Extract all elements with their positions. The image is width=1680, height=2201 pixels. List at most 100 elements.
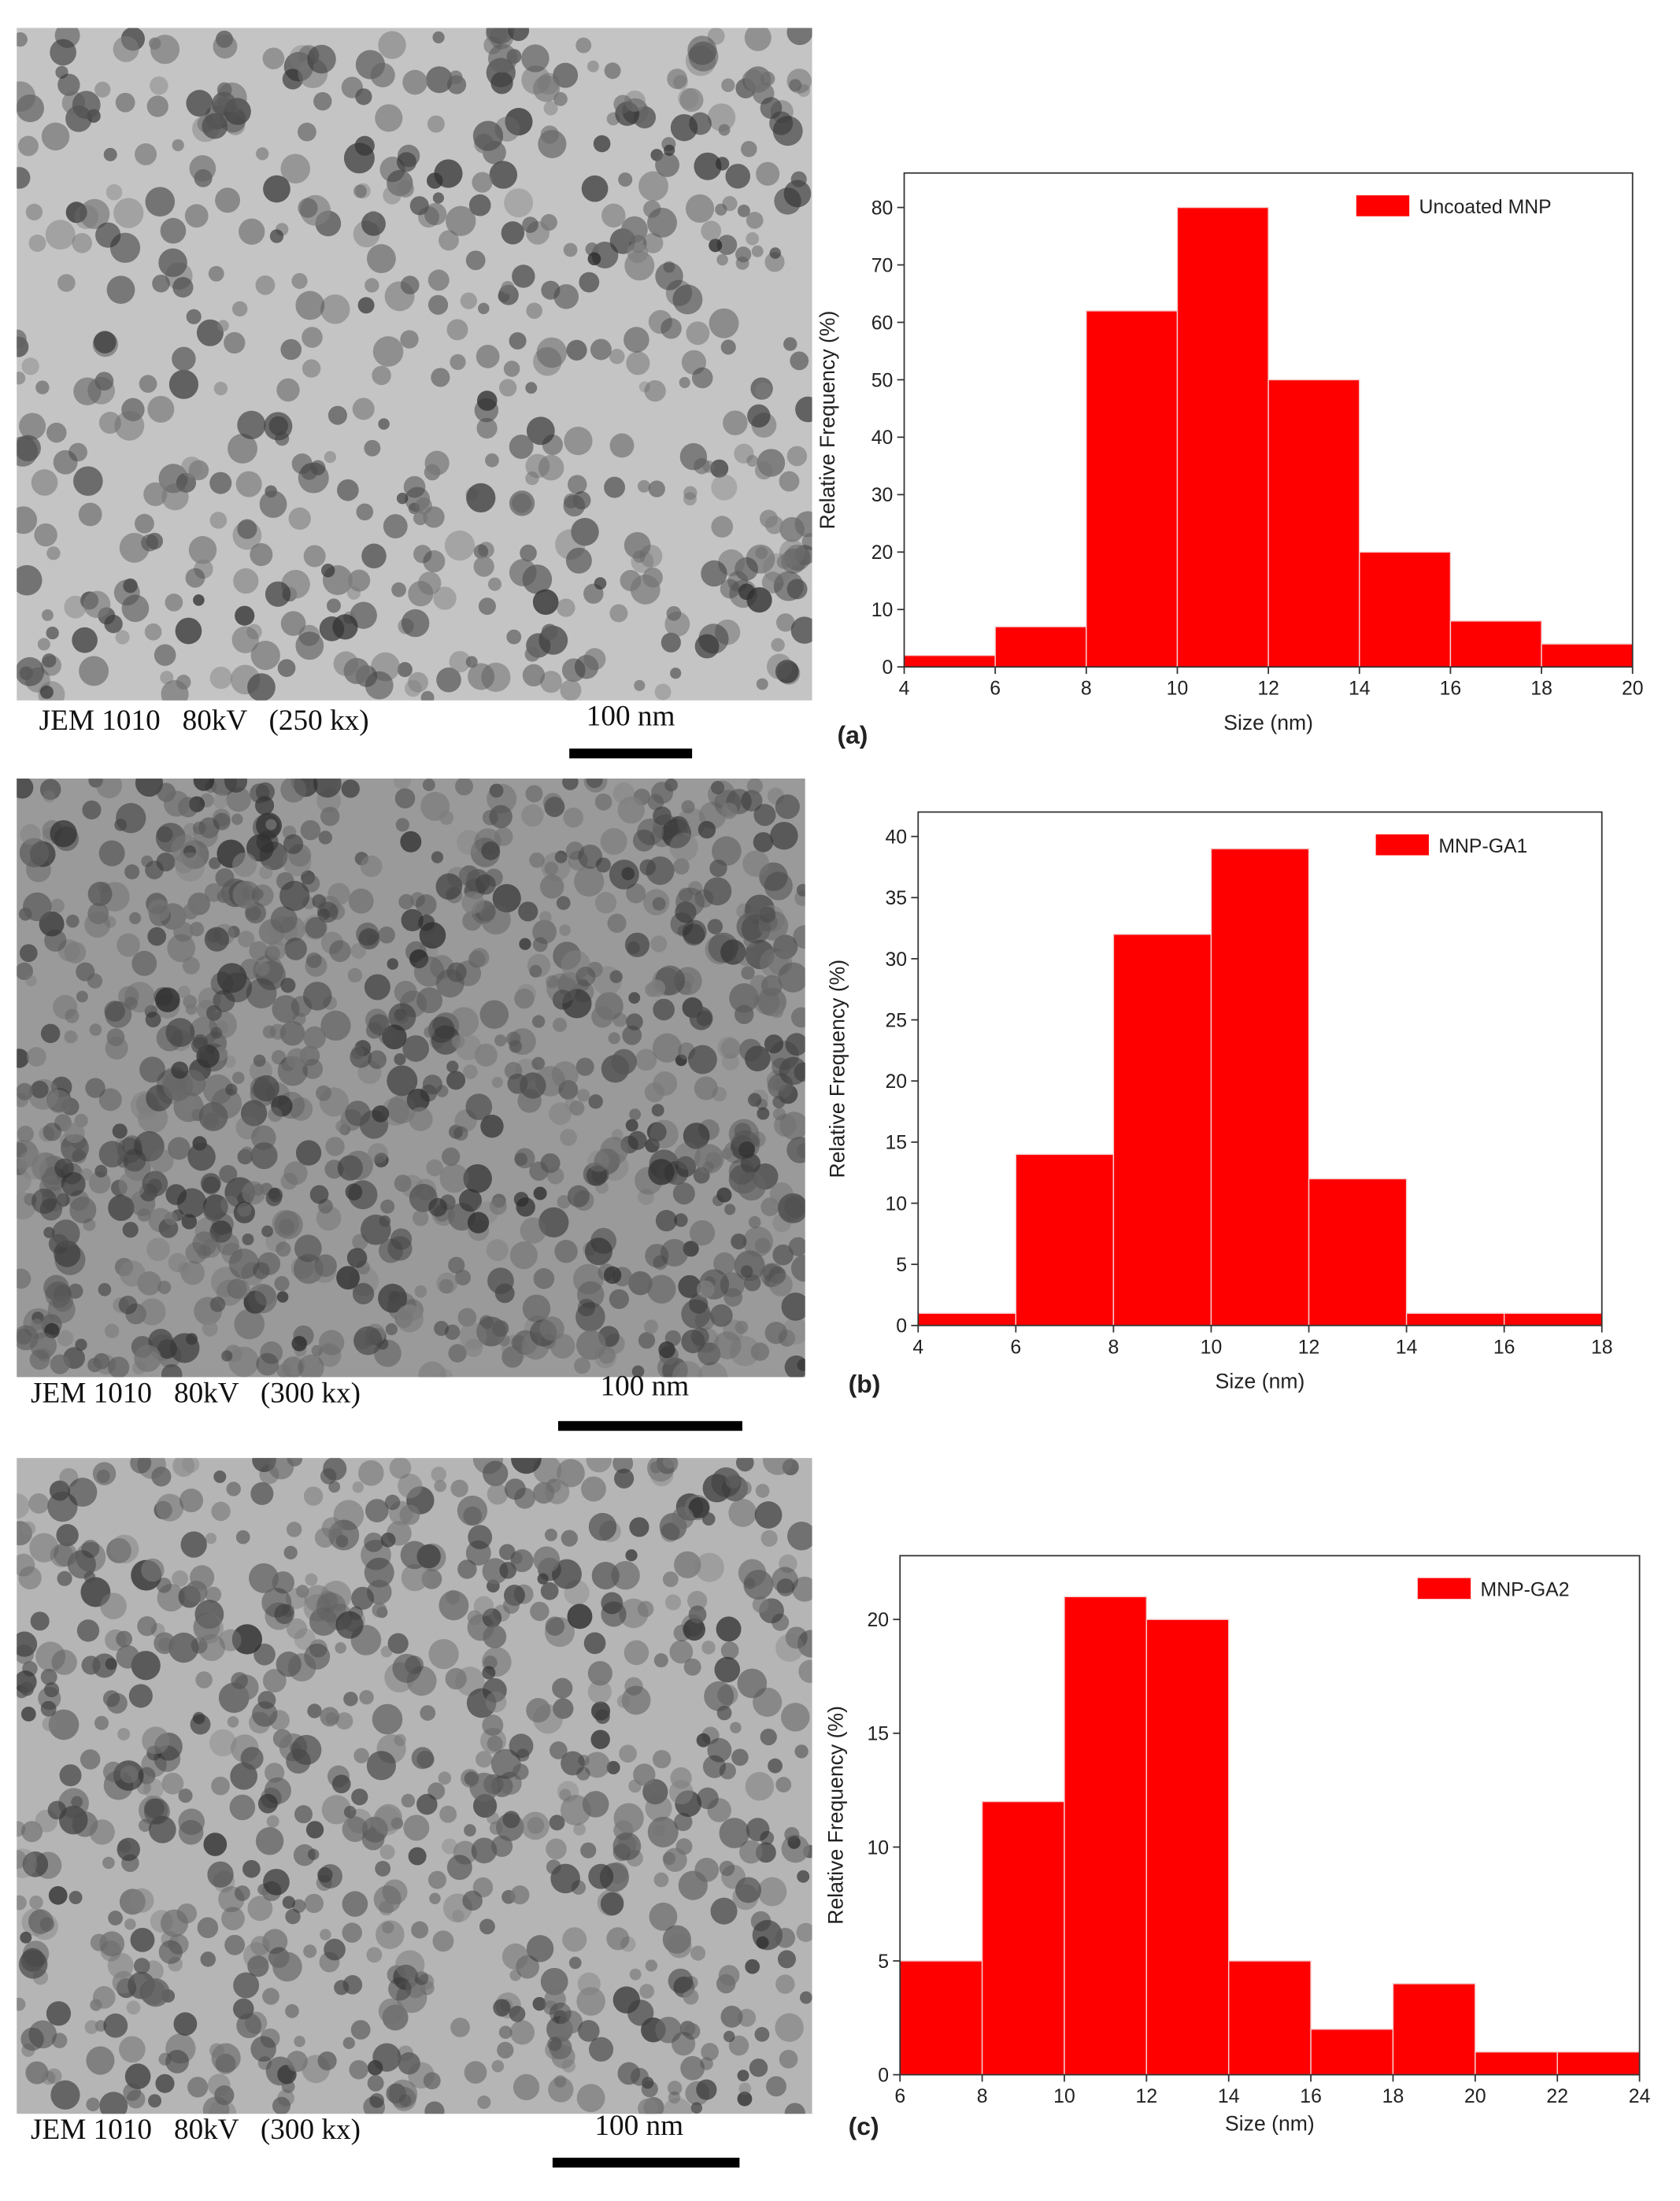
particle (45, 220, 76, 250)
particle (652, 1749, 672, 1769)
particle (21, 357, 39, 375)
particle (177, 986, 191, 998)
particle (286, 1618, 308, 1640)
particle (735, 1877, 762, 1903)
particle (19, 838, 50, 867)
particle (334, 1980, 350, 1996)
particle (375, 1803, 402, 1832)
particle (600, 1137, 628, 1165)
particle (642, 232, 664, 253)
particle (638, 1332, 656, 1349)
particle (422, 779, 435, 791)
particle (461, 891, 485, 915)
particle (394, 779, 411, 790)
particle (448, 1256, 465, 1274)
particle (291, 1734, 322, 1766)
particle (303, 1944, 317, 1959)
particle (759, 906, 776, 923)
particle (720, 1038, 742, 1059)
particle (388, 1977, 412, 2001)
particle (472, 172, 493, 193)
particle (688, 1605, 707, 1624)
x-tick-label: 10 (1053, 2086, 1075, 2107)
particle (378, 418, 390, 430)
particle (195, 1671, 213, 1689)
particle (286, 1522, 302, 1537)
particle (561, 950, 591, 980)
particle (781, 1292, 805, 1321)
particle (796, 883, 805, 897)
particle (171, 1061, 189, 1079)
particle (438, 1771, 452, 1785)
x-tick-label: 14 (1349, 679, 1371, 700)
particle (683, 486, 698, 500)
particle (172, 1570, 189, 1587)
particle (398, 2094, 412, 2107)
particle (707, 1737, 732, 1763)
particle (43, 790, 56, 803)
particle (518, 901, 538, 922)
particle (157, 1584, 185, 1612)
particle (375, 104, 403, 132)
particle (573, 866, 605, 897)
particle (387, 1236, 413, 1261)
particle (126, 2000, 141, 2015)
particle (346, 586, 361, 600)
particle (746, 1818, 770, 1842)
y-tick-label: 5 (878, 1951, 889, 1973)
particle (320, 1707, 340, 1727)
particle (186, 309, 202, 324)
particle (737, 1171, 767, 1201)
particle (614, 1468, 635, 1489)
particle (208, 265, 224, 282)
histogram-bar (1228, 1960, 1312, 2076)
particle (466, 483, 496, 513)
particle (522, 664, 546, 687)
particle (686, 321, 710, 346)
y-tick-label: 50 (871, 370, 894, 391)
particle (728, 2035, 749, 2056)
particle (213, 34, 238, 59)
particle (342, 1922, 362, 1943)
particle (175, 617, 202, 645)
particle (65, 202, 87, 224)
particle (411, 1747, 434, 1770)
particle (396, 152, 417, 172)
particle (746, 212, 764, 229)
particle (229, 1794, 256, 1821)
particle (282, 68, 303, 90)
particle (525, 453, 550, 479)
particle (387, 1633, 409, 1654)
particle (645, 1959, 657, 1972)
particles (17, 1458, 812, 2114)
x-tick-label: 18 (1530, 679, 1552, 700)
particle (431, 1467, 446, 1482)
particle (104, 916, 117, 928)
particle (213, 381, 228, 396)
particle (238, 930, 255, 948)
particle (391, 2087, 416, 2111)
particle (696, 1280, 715, 1299)
particle (293, 1254, 324, 1284)
particle (395, 818, 410, 832)
particle (648, 309, 672, 334)
particle (788, 1237, 805, 1256)
particle (307, 1848, 320, 1860)
particle (350, 1045, 372, 1068)
particle (17, 1848, 38, 1878)
particle (103, 2013, 128, 2038)
particle (113, 198, 144, 228)
particle (753, 832, 774, 853)
legend-label: Uncoated MNP (1419, 197, 1552, 218)
particle (566, 339, 587, 361)
particle (721, 1148, 733, 1160)
particle (672, 2032, 696, 2056)
particle (454, 1269, 472, 1285)
particle (108, 1356, 130, 1378)
particle (509, 435, 534, 459)
particle (553, 1698, 574, 1719)
particle (288, 507, 311, 530)
particle (626, 351, 650, 375)
plot-frame (899, 1555, 1641, 2076)
